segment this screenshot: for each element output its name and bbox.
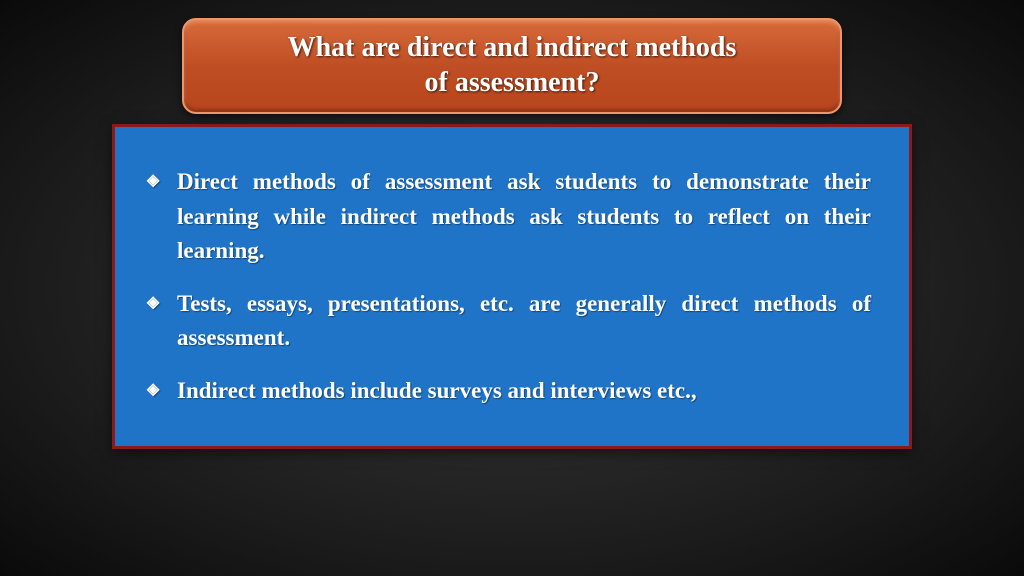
- title-box: What are direct and indirect methods of …: [182, 18, 842, 114]
- diamond-bullet-icon: ◈: [147, 169, 159, 193]
- title-line-2: of assessment?: [425, 67, 600, 98]
- slide-title: What are direct and indirect methods of …: [214, 30, 810, 100]
- bullet-text: Direct methods of assessment ask student…: [177, 169, 871, 263]
- diamond-bullet-icon: ◈: [147, 378, 159, 402]
- title-line-1: What are direct and indirect methods: [288, 32, 737, 63]
- content-box: ◈ Direct methods of assessment ask stude…: [112, 124, 912, 449]
- diamond-bullet-icon: ◈: [147, 291, 159, 315]
- bullet-text: Indirect methods include surveys and int…: [177, 378, 697, 403]
- bullet-item: ◈ Tests, essays, presentations, etc. are…: [147, 287, 871, 356]
- bullet-text: Tests, essays, presentations, etc. are g…: [177, 291, 871, 351]
- bullet-item: ◈ Direct methods of assessment ask stude…: [147, 165, 871, 269]
- bullet-item: ◈ Indirect methods include surveys and i…: [147, 374, 871, 409]
